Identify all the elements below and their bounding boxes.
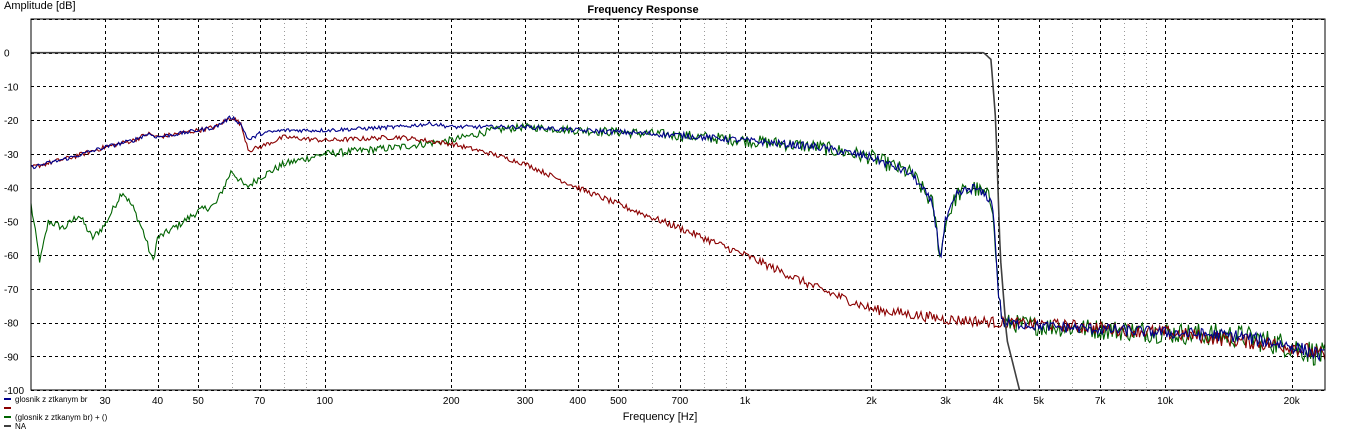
chart-title: Frequency Response xyxy=(587,4,698,16)
y-tick-label: -30 xyxy=(4,150,19,161)
x-tick-label: 3k xyxy=(940,396,952,407)
legend-entry: (glosnik z ztkanym br) + () xyxy=(15,413,108,422)
x-tick-label: 500 xyxy=(610,396,627,407)
x-tick-label: 700 xyxy=(672,396,689,407)
x-tick-label: 100 xyxy=(316,396,333,407)
y-tick-label: -70 xyxy=(4,285,19,296)
x-tick-label: 20k xyxy=(1284,396,1301,407)
x-tick-label: 4k xyxy=(993,396,1005,407)
y-tick-label: -100 xyxy=(4,386,24,397)
legend: glosnik z ztkanym br (glosnik z ztkanym b… xyxy=(4,395,108,431)
legend-entry: glosnik z ztkanym br xyxy=(15,395,88,404)
y-tick-label: -60 xyxy=(4,251,19,262)
y-axis-label: Amplitude [dB] xyxy=(4,0,76,12)
x-tick-label: 50 xyxy=(193,396,205,407)
grid-lines xyxy=(31,19,1325,391)
x-tick-label: 400 xyxy=(569,396,586,407)
series-line xyxy=(30,116,1326,361)
x-tick-label: 30 xyxy=(99,396,111,407)
x-tick-label: 200 xyxy=(443,396,460,407)
x-tick-label: 70 xyxy=(254,396,266,407)
legend-entry: NA xyxy=(15,422,27,431)
x-tick-label: 1k xyxy=(740,396,752,407)
y-tick-label: -10 xyxy=(4,82,19,93)
x-tick-label: 2k xyxy=(866,396,878,407)
plot-border xyxy=(30,18,1326,391)
data-series xyxy=(30,51,1326,391)
x-tick-labels: 30 40 50 70 100 200 300 400 500 700 1k 2k 3k 4k 5k 7k 10… xyxy=(99,396,1300,407)
y-tick-label: 0 xyxy=(4,49,10,60)
y-tick-label: -20 xyxy=(4,116,19,127)
x-tick-label: 7k xyxy=(1095,396,1107,407)
y-tick-label: -40 xyxy=(4,184,19,195)
series-line xyxy=(31,51,1021,391)
x-axis-label: Frequency [Hz] xyxy=(623,411,698,423)
series-line xyxy=(30,115,1326,362)
y-tick-labels: 0 -10 -20 -30 -40 -50 -60 -70 -80 -90 -100 xyxy=(4,49,24,397)
x-tick-label: 10k xyxy=(1157,396,1174,407)
x-tick-label: 300 xyxy=(517,396,534,407)
y-tick-label: -80 xyxy=(4,319,19,330)
y-tick-label: -90 xyxy=(4,352,19,363)
y-tick-label: -50 xyxy=(4,217,19,228)
x-tick-label: 40 xyxy=(152,396,164,407)
x-tick-label: 5k xyxy=(1033,396,1045,407)
